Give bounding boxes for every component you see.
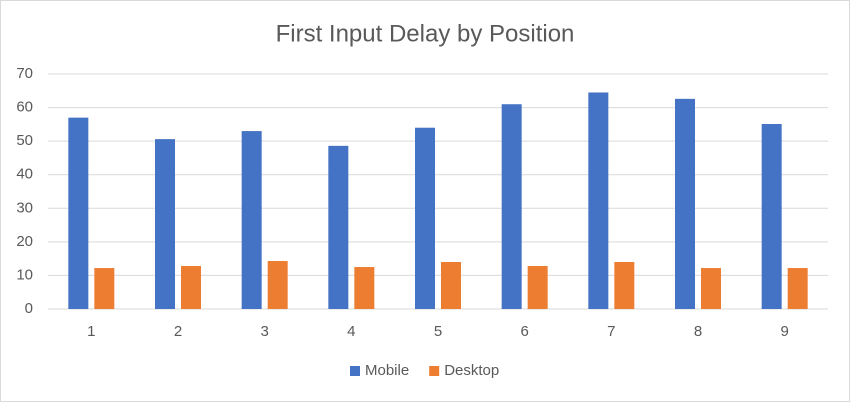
x-tick-label: 1: [87, 323, 95, 340]
bar: [241, 131, 262, 309]
bar: [675, 98, 695, 309]
bar: [155, 139, 175, 309]
bar: [267, 260, 288, 309]
y-tick-label: 50: [16, 132, 33, 149]
bar: [328, 145, 349, 309]
bar: [354, 267, 375, 309]
y-tick-label: 30: [16, 199, 33, 216]
bar: [761, 124, 782, 310]
y-tick-label: 0: [25, 300, 33, 317]
y-tick-label: 70: [16, 65, 33, 82]
bar: [701, 268, 721, 309]
x-tick-label: 7: [607, 323, 615, 340]
bar: [68, 117, 89, 310]
legend-swatch: [429, 366, 440, 376]
chart-title: First Input Delay by Position: [276, 20, 575, 47]
y-tick-label: 40: [16, 166, 33, 183]
bar: [94, 268, 115, 309]
bar: [527, 266, 548, 309]
bar: [588, 92, 609, 309]
x-tick-label: 8: [694, 323, 702, 340]
x-tick-label: 9: [780, 323, 788, 340]
legend-swatch: [350, 366, 360, 376]
x-tick-label: 3: [260, 323, 268, 340]
y-tick-label: 10: [16, 266, 33, 283]
bar: [181, 266, 201, 309]
x-tick-label: 4: [347, 323, 355, 340]
bar: [441, 262, 461, 309]
y-tick-label: 60: [16, 99, 33, 116]
bar: [787, 268, 808, 309]
x-tick-label: 5: [434, 323, 442, 340]
bar: [415, 127, 435, 309]
y-tick-label: 20: [16, 233, 33, 250]
legend-label: Mobile: [365, 362, 409, 379]
x-tick-label: 2: [174, 323, 182, 340]
bar: [614, 262, 635, 309]
bar: [501, 104, 522, 309]
legend-label: Desktop: [444, 362, 499, 379]
x-tick-label: 6: [520, 323, 528, 340]
